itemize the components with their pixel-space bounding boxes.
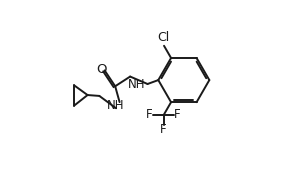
Text: NH: NH (128, 78, 146, 91)
Text: NH: NH (106, 99, 124, 112)
Text: F: F (174, 108, 181, 121)
Text: F: F (160, 123, 167, 136)
Text: O: O (96, 63, 107, 76)
Text: F: F (146, 108, 153, 121)
Text: Cl: Cl (157, 31, 169, 44)
